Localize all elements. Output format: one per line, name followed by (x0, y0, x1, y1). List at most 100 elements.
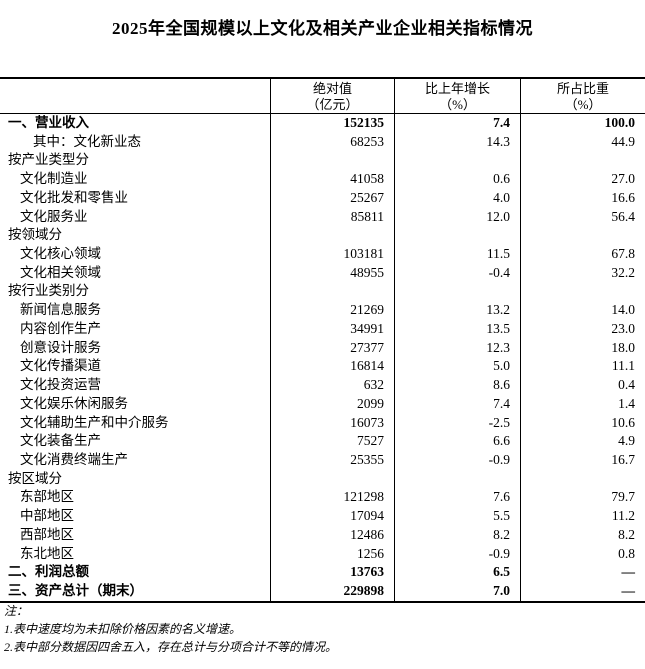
absolute-value-cell: 632 (270, 376, 394, 395)
row-label: 文化辅助生产和中介服务 (20, 414, 169, 430)
header-yoy-growth-line2: （%） (439, 97, 476, 112)
yoy-growth-cell: 7.4 (394, 114, 520, 133)
share-cell: 16.7 (520, 450, 645, 470)
table-row: 三、资产总计（期末） 229898 7.0 — (0, 581, 645, 601)
yoy-growth-cell: -0.4 (394, 263, 520, 283)
share-cell (520, 151, 645, 171)
row-label: 文化娱乐休闲服务 (20, 395, 128, 411)
row-label: 新闻信息服务 (20, 302, 101, 318)
table-row: 一、营业收入 152135 7.4 100.0 (0, 114, 645, 133)
share-cell: 32.2 (520, 263, 645, 283)
table-body: 一、营业收入 152135 7.4 100.0 其中：文化新业态 68253 1… (0, 114, 645, 601)
header-cell-share: 所占比重 （%） (520, 79, 645, 113)
absolute-value-cell: 13763 (270, 563, 394, 582)
indicator-table: 绝对值 （亿元） 比上年增长 （%） 所占比重 （%） 一、营业收入 15213… (0, 77, 645, 603)
row-label: 按区域分 (8, 470, 62, 486)
absolute-value-cell: 85811 (270, 207, 394, 227)
yoy-growth-cell: -2.5 (394, 413, 520, 433)
absolute-value-cell: 41058 (270, 170, 394, 189)
table-row: 文化批发和零售业 25267 4.0 16.6 (0, 188, 645, 208)
row-label: 按行业类别分 (8, 283, 89, 299)
share-cell: 0.8 (520, 544, 645, 564)
absolute-value-cell: 27377 (270, 338, 394, 358)
header-cell-empty (0, 79, 270, 113)
yoy-growth-cell: 14.3 (394, 132, 520, 152)
row-label: 内容创作生产 (20, 320, 101, 336)
share-cell: 11.1 (520, 357, 645, 377)
table-row: 文化核心领域 103181 11.5 67.8 (0, 245, 645, 264)
table-row: 东北地区 1256 -0.9 0.8 (0, 544, 645, 564)
page-title: 2025年全国规模以上文化及相关产业企业相关指标情况 (112, 19, 533, 38)
row-label: 文化传播渠道 (20, 358, 101, 374)
table-header-row: 绝对值 （亿元） 比上年增长 （%） 所占比重 （%） (0, 79, 645, 114)
table-row: 创意设计服务 27377 12.3 18.0 (0, 338, 645, 358)
absolute-value-cell: 7527 (270, 432, 394, 451)
yoy-growth-cell: 8.6 (394, 376, 520, 395)
header-absolute-value-line2: （亿元） (306, 97, 359, 112)
header-share-line2: （%） (564, 97, 602, 112)
absolute-value-cell: 152135 (270, 114, 394, 133)
yoy-growth-cell: 13.5 (394, 319, 520, 339)
row-label: 其中：文化新业态 (33, 133, 141, 149)
share-cell: 0.4 (520, 376, 645, 395)
share-cell: 27.0 (520, 170, 645, 189)
share-cell: 1.4 (520, 394, 645, 414)
table-row: 东部地区 121298 7.6 79.7 (0, 488, 645, 508)
row-label: 东部地区 (20, 489, 74, 505)
absolute-value-cell: 1256 (270, 544, 394, 564)
row-label: 创意设计服务 (20, 339, 101, 355)
share-cell (520, 469, 645, 489)
share-cell: 56.4 (520, 207, 645, 227)
table-row: 文化消费终端生产 25355 -0.9 16.7 (0, 450, 645, 470)
row-label: 文化消费终端生产 (20, 451, 128, 467)
absolute-value-cell: 21269 (270, 301, 394, 320)
table-row: 西部地区 12486 8.2 8.2 (0, 525, 645, 545)
yoy-growth-cell: 0.6 (394, 170, 520, 189)
row-label: 文化投资运营 (20, 377, 101, 393)
share-cell: 4.9 (520, 432, 645, 451)
yoy-growth-cell: 6.6 (394, 432, 520, 451)
header-share-line1: 所占比重 (556, 81, 609, 96)
footnote-heading: 注： (4, 604, 29, 618)
header-yoy-growth-line1: 比上年增长 (424, 81, 490, 96)
row-label: 三、资产总计（期末） (8, 582, 143, 598)
yoy-growth-cell: 5.0 (394, 357, 520, 377)
share-cell: 18.0 (520, 338, 645, 358)
table-row: 按行业类别分 (0, 282, 645, 302)
absolute-value-cell: 2099 (270, 394, 394, 414)
share-cell: 10.6 (520, 413, 645, 433)
yoy-growth-cell: 7.6 (394, 488, 520, 508)
header-cell-absolute-value: 绝对值 （亿元） (270, 79, 394, 113)
share-cell (520, 282, 645, 302)
share-cell: 11.2 (520, 507, 645, 526)
row-label: 文化核心领域 (20, 246, 101, 262)
row-label: 二、利润总额 (8, 564, 89, 580)
footnote-1: 1.表中速度均为未扣除价格因素的名义增速。 (4, 622, 242, 636)
share-cell: 16.6 (520, 188, 645, 208)
absolute-value-cell: 68253 (270, 132, 394, 152)
row-label: 文化装备生产 (20, 433, 101, 449)
absolute-value-cell: 12486 (270, 525, 394, 545)
absolute-value-cell (270, 226, 394, 246)
table-row: 文化辅助生产和中介服务 16073 -2.5 10.6 (0, 413, 645, 433)
yoy-growth-cell: -0.9 (394, 450, 520, 470)
yoy-growth-cell: 7.0 (394, 581, 520, 601)
absolute-value-cell: 103181 (270, 245, 394, 264)
table-row: 新闻信息服务 21269 13.2 14.0 (0, 301, 645, 320)
row-label: 西部地区 (20, 526, 74, 542)
row-label: 按产业类型分 (8, 152, 89, 168)
table-row: 中部地区 17094 5.5 11.2 (0, 507, 645, 526)
yoy-growth-cell: -0.9 (394, 544, 520, 564)
table-row: 其中：文化新业态 68253 14.3 44.9 (0, 132, 645, 152)
table-row: 文化装备生产 7527 6.6 4.9 (0, 432, 645, 451)
row-label: 文化制造业 (20, 171, 88, 187)
header-absolute-value-line1: 绝对值 (312, 81, 352, 96)
footnotes: 注： 1.表中速度均为未扣除价格因素的名义增速。 2.表中部分数据因四舍五入，存… (0, 602, 645, 656)
share-cell: — (520, 581, 645, 601)
table-row: 文化娱乐休闲服务 2099 7.4 1.4 (0, 394, 645, 414)
yoy-growth-cell: 12.0 (394, 207, 520, 227)
absolute-value-cell: 25267 (270, 188, 394, 208)
yoy-growth-cell (394, 469, 520, 489)
header-cell-yoy-growth: 比上年增长 （%） (394, 79, 520, 113)
table-row: 文化传播渠道 16814 5.0 11.1 (0, 357, 645, 377)
